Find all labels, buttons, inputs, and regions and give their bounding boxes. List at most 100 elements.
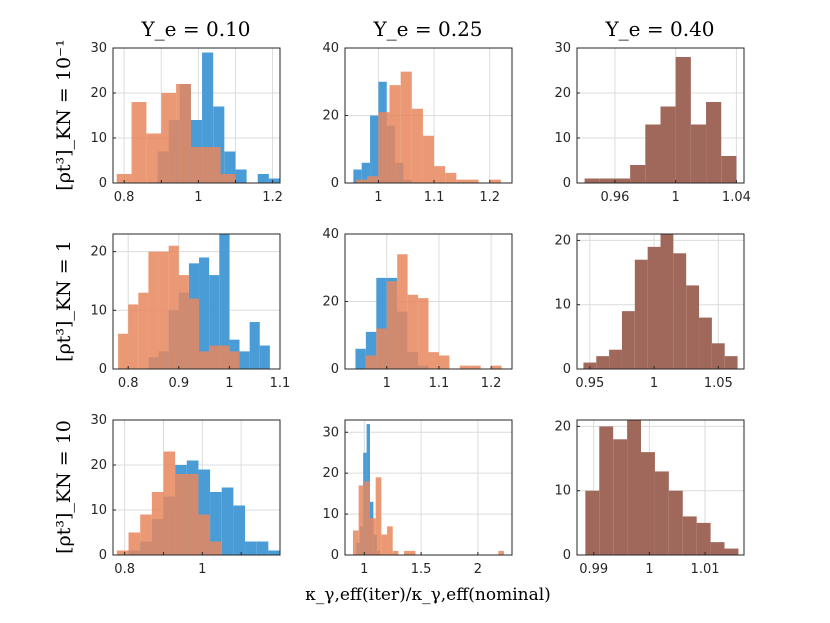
bar-orange — [178, 275, 189, 369]
column-titles: Y_e = 0.10 Y_e = 0.25 Y_e = 0.40 — [140, 17, 714, 41]
bar-orange — [411, 108, 423, 183]
bar-blue — [249, 322, 260, 369]
y-tick-label: 0 — [99, 362, 107, 377]
bar-blue — [221, 487, 234, 555]
y-tick-label: 0 — [563, 548, 571, 563]
x-tick-label: 0.95 — [575, 376, 604, 391]
bar-blue — [268, 550, 280, 555]
bar-blue — [361, 162, 371, 183]
bar-orange — [387, 526, 393, 555]
y-tick-label: 10 — [90, 503, 107, 518]
y-tick-label: 40 — [322, 41, 339, 56]
bar-overlap — [660, 234, 674, 369]
bar-orange — [418, 298, 429, 369]
bar-orange — [188, 298, 200, 369]
bar-overlap — [721, 156, 737, 183]
bar-orange — [209, 345, 220, 369]
bar-orange — [369, 518, 376, 555]
y-tick-label: 20 — [554, 233, 571, 248]
y-tick-label: 40 — [322, 227, 339, 242]
bars — [584, 57, 737, 183]
panel-6: 0.95 1 1.05 0 10 20 — [554, 233, 745, 391]
bar-orange — [229, 351, 240, 369]
bar-orange — [131, 102, 147, 183]
bar-orange — [467, 179, 479, 183]
bar-blue — [259, 345, 270, 369]
x-tick-label: 0.9 — [168, 376, 189, 391]
bar-orange — [367, 176, 379, 183]
x-tick-label: 1.1 — [424, 190, 445, 205]
x-tick-label: 1 — [198, 562, 206, 577]
x-tick-label: 1.1 — [429, 376, 450, 391]
bars — [116, 451, 280, 555]
bar-orange — [356, 179, 368, 183]
bar-orange — [364, 481, 370, 555]
bar-orange — [128, 304, 139, 369]
x-tick-label: 1.04 — [722, 190, 751, 205]
bar-overlap — [660, 106, 676, 183]
bar-orange — [186, 474, 199, 555]
bar-overlap — [724, 548, 739, 555]
y-tick-label: 20 — [90, 245, 107, 260]
bars — [353, 71, 501, 183]
panel-2: 1 1.1 1.2 0 20 40 — [322, 41, 513, 205]
bar-orange — [381, 534, 388, 555]
bar-overlap — [585, 490, 600, 555]
bar-orange — [470, 365, 481, 369]
bar-orange — [378, 112, 390, 183]
axes-frame — [112, 419, 281, 556]
bars — [118, 234, 270, 369]
x-tick-label: 1 — [374, 190, 382, 205]
bar-orange — [163, 451, 176, 555]
x-tick-label: 1 — [360, 562, 368, 577]
bars — [585, 420, 739, 555]
bar-orange — [459, 365, 471, 369]
x-tick-label: 1 — [645, 562, 653, 577]
bar-overlap — [634, 259, 648, 369]
bar-orange — [400, 71, 412, 183]
y-tick-label: 0 — [331, 362, 339, 377]
x-tick-label: 0.8 — [114, 190, 135, 205]
bar-orange — [210, 541, 222, 555]
y-tick-label: 20 — [90, 86, 107, 101]
y-tick-label: 0 — [99, 548, 107, 563]
bar-overlap — [654, 471, 669, 555]
bar-orange — [205, 147, 221, 183]
bar-orange — [392, 550, 399, 555]
bar-overlap — [724, 356, 738, 369]
bar-overlap — [583, 362, 597, 369]
bar-blue — [202, 52, 214, 183]
axes-frame — [344, 419, 513, 556]
panel-9: 0.99 1 1.01 0 10 20 — [554, 419, 745, 577]
y-tick-label: 10 — [554, 131, 571, 146]
axes-frame — [576, 233, 745, 370]
x-tick-label: 1.2 — [481, 376, 502, 391]
bar-overlap — [682, 516, 697, 555]
bar-orange — [404, 550, 410, 555]
y-tick-label: 20 — [322, 466, 339, 481]
panel-4: 0.8 0.9 1 1.1 0 10 20 — [90, 233, 290, 391]
panel-1: 0.8 1 1.2 0 10 20 30 — [90, 41, 282, 205]
bar-overlap — [613, 439, 628, 555]
bar-orange — [161, 93, 177, 183]
bar-orange — [434, 166, 446, 183]
bar-overlap — [609, 349, 622, 369]
bar-overlap — [596, 356, 610, 369]
panel-5: 1 1.1 1.2 0 20 40 — [322, 227, 513, 391]
bar-orange — [146, 133, 162, 183]
bar-orange — [148, 251, 159, 369]
bar-blue — [210, 492, 222, 555]
row-labels: [ρt³]_KN = 10⁻¹ [ρt³]_KN = 1 [ρt³]_KN = … — [53, 39, 75, 554]
bar-overlap — [710, 542, 725, 555]
bars — [352, 424, 505, 555]
y-tick-label: 30 — [554, 41, 571, 56]
col-title-1: Y_e = 0.10 — [140, 17, 250, 41]
bar-orange — [397, 254, 408, 369]
col-title-3: Y_e = 0.40 — [604, 17, 714, 41]
axes-frame — [112, 233, 281, 370]
y-tick-label: 30 — [322, 425, 339, 440]
bar-orange — [116, 550, 129, 555]
